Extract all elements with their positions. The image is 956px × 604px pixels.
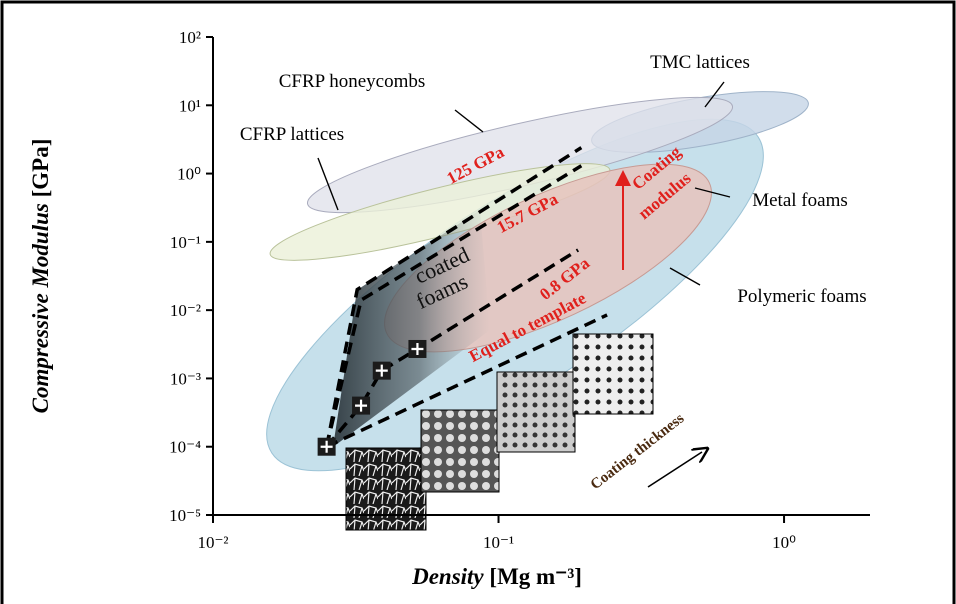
foam-image bbox=[497, 372, 575, 452]
annotation: TMC lattices bbox=[650, 52, 750, 73]
y-axis-title: Compressive Modulus [GPa] bbox=[28, 139, 53, 414]
y-tick-label: 10² bbox=[179, 28, 201, 47]
x-tick-label: 10⁻² bbox=[197, 533, 228, 552]
y-tick-label: 10⁻⁴ bbox=[169, 438, 201, 457]
y-label: Compressive Modulus bbox=[28, 203, 53, 413]
data-point bbox=[318, 438, 336, 456]
data-point bbox=[352, 397, 370, 415]
y-tick-label: 10⁻⁵ bbox=[169, 506, 201, 525]
x-label-unit: [Mg m⁻³] bbox=[489, 564, 581, 589]
x-tick-label: 10⁻¹ bbox=[483, 533, 514, 552]
y-label-unit: [GPa] bbox=[28, 139, 53, 198]
x-axis-title: Density [Mg m⁻³] bbox=[411, 564, 582, 589]
foam-image bbox=[421, 410, 499, 492]
y-tick-label: 10⁰ bbox=[177, 165, 201, 184]
annotation: Coating thickness bbox=[588, 410, 688, 493]
foam-image bbox=[346, 448, 426, 530]
chart: Compressive Modulus [GPa] Density [Mg m⁻… bbox=[0, 0, 956, 604]
annotation: Metal foams bbox=[752, 190, 848, 211]
annotation: Polymeric foams bbox=[737, 286, 866, 307]
y-tick-label: 10⁻³ bbox=[170, 369, 201, 388]
leader-line bbox=[455, 110, 483, 132]
y-tick-label: 10⁻² bbox=[170, 301, 201, 320]
annotation: CFRP lattices bbox=[240, 124, 344, 145]
coating-thickness-arrow bbox=[648, 452, 702, 487]
foam-image bbox=[573, 334, 653, 414]
x-label: Density bbox=[411, 564, 484, 589]
y-tick-label: 10⁻¹ bbox=[170, 233, 201, 252]
y-tick-label: 10¹ bbox=[179, 96, 201, 115]
page: {"chart_data": { "type": "scatter", "x_l… bbox=[0, 0, 956, 604]
data-point bbox=[373, 362, 391, 380]
annotation: CFRP honeycombs bbox=[279, 71, 426, 92]
data-point bbox=[408, 340, 426, 358]
x-tick-label: 10⁰ bbox=[772, 533, 796, 552]
